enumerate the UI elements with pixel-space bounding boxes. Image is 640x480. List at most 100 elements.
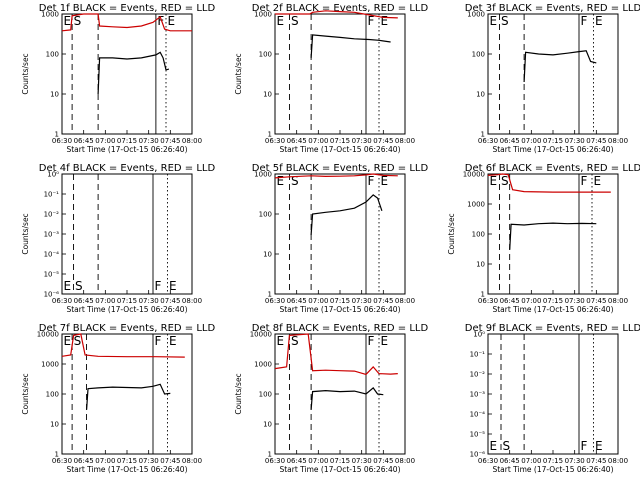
series-line-events [86, 383, 171, 410]
x-tick-label: 07:00 [95, 137, 115, 145]
marker-label: S [74, 334, 82, 348]
x-tick-label: 07:30 [565, 137, 585, 145]
x-tick-label: 08:00 [395, 297, 415, 305]
x-tick-label: 06:45 [287, 297, 307, 305]
x-tick-label: 06:30 [478, 457, 498, 465]
y-tick-label: 10 [476, 91, 485, 99]
y-tick-label: 10⁻² [470, 371, 486, 379]
y-tick-label: 10000 [463, 171, 485, 179]
marker-label: S [501, 174, 509, 188]
y-axis-label: Counts/sec [21, 53, 30, 94]
plot-panel-6: Det 6f BLACK = Events, RED = LLD 06:30 06:… [447, 163, 640, 314]
y-tick-label: 1000 [254, 11, 272, 19]
plot-panel-2: Det 2f BLACK = Events, RED = LLD 06:30 06:… [234, 3, 428, 154]
y-tick-label: 10⁻⁵ [470, 431, 486, 439]
y-tick-label: 1 [55, 451, 59, 459]
marker-label: F [581, 439, 588, 453]
x-tick-label: 07:15 [543, 457, 563, 465]
x-tick-label: 06:45 [500, 297, 520, 305]
x-tick-label: 07:30 [139, 297, 159, 305]
x-tick-label: 07:00 [521, 297, 541, 305]
x-tick-label: 06:45 [500, 457, 520, 465]
series-line-lld [61, 13, 192, 32]
marker-label: F [581, 174, 588, 188]
plot-title: Det 5f BLACK = Events, RED = LLD [252, 163, 429, 174]
x-tick-label: 08:00 [182, 457, 202, 465]
marker-label: F [155, 279, 162, 293]
marker-label: E [169, 279, 177, 293]
x-tick-label: 06:45 [74, 297, 94, 305]
series-line-events [97, 51, 170, 95]
marker-label: E [64, 14, 72, 28]
y-tick-label: 10000 [37, 331, 59, 339]
marker-label: E [169, 334, 177, 348]
x-tick-label: 07:45 [586, 457, 606, 465]
marker-label: E [594, 174, 602, 188]
y-tick-label: 100 [46, 391, 59, 399]
x-tick-label: 06:30 [265, 137, 285, 145]
plot-title: Det 8f BLACK = Events, RED = LLD [252, 323, 429, 334]
marker-label: E [490, 174, 498, 188]
x-tick-label: 07:15 [330, 457, 350, 465]
marker-label: E [490, 14, 498, 28]
marker-label: E [277, 334, 285, 348]
y-tick-label: 1 [481, 291, 485, 299]
marker-label: E [277, 174, 285, 188]
x-tick-label: 07:30 [352, 137, 372, 145]
x-tick-label: 06:45 [287, 137, 307, 145]
x-tick-label: 06:30 [265, 297, 285, 305]
y-tick-label: 1000 [467, 201, 485, 209]
marker-label: E [64, 279, 72, 293]
x-tick-label: 06:45 [500, 137, 520, 145]
y-tick-label: 10⁻⁴ [44, 251, 60, 259]
marker-label: S [291, 334, 299, 348]
plot-panel-4: Det 4f BLACK = Events, RED = LLD 06:30 06:… [21, 163, 215, 314]
y-tick-label: 10⁻⁶ [44, 291, 60, 299]
x-tick-label: 07:00 [308, 297, 328, 305]
x-tick-label: 07:30 [565, 457, 585, 465]
x-tick-label: 08:00 [608, 457, 628, 465]
y-tick-label: 10 [263, 91, 272, 99]
x-tick-label: 07:15 [117, 457, 137, 465]
y-tick-label: 10⁻⁶ [470, 451, 486, 459]
plot-frame [487, 333, 619, 455]
x-axis-label: Start Time (17-Oct-15 06:26:40) [279, 465, 400, 474]
x-tick-label: 07:00 [521, 137, 541, 145]
marker-label: F [581, 14, 588, 28]
y-tick-label: 100 [259, 391, 272, 399]
y-tick-label: 10 [476, 261, 485, 269]
plot-frame [274, 173, 406, 295]
plot-panel-1: Det 1f BLACK = Events, RED = LLD 06:30 06:… [21, 3, 215, 154]
plot-title: Det 3f BLACK = Events, RED = LLD [465, 3, 640, 14]
y-tick-label: 1 [268, 131, 272, 139]
x-axis-label: Start Time (17-Oct-15 06:26:40) [492, 145, 613, 154]
x-tick-label: 07:45 [586, 137, 606, 145]
x-tick-label: 06:30 [52, 297, 72, 305]
marker-label: S [74, 14, 82, 28]
series-line-lld [275, 10, 398, 19]
plot-panel-5: Det 5f BLACK = Events, RED = LLD 06:30 06:… [252, 163, 429, 314]
series-line-events [509, 222, 597, 250]
marker-label: S [291, 174, 299, 188]
plot-panel-9: Det 9f BLACK = Events, RED = LLD 06:30 06:… [465, 323, 640, 474]
marker-label: E [595, 14, 603, 28]
x-tick-label: 07:00 [308, 137, 328, 145]
x-tick-label: 06:45 [74, 137, 94, 145]
marker-label: E [595, 439, 603, 453]
y-tick-label: 10⁻¹ [470, 351, 486, 359]
y-tick-label: 10⁻⁴ [470, 411, 486, 419]
marker-label: E [64, 334, 72, 348]
plot-frame [487, 13, 619, 135]
y-tick-label: 100 [46, 51, 59, 59]
marker-label: S [291, 14, 299, 28]
x-tick-label: 07:45 [373, 137, 393, 145]
plot-title: Det 2f BLACK = Events, RED = LLD [252, 3, 429, 14]
y-tick-label: 1 [268, 451, 272, 459]
x-tick-label: 07:15 [543, 137, 563, 145]
x-tick-label: 07:45 [160, 297, 180, 305]
x-tick-label: 08:00 [395, 457, 415, 465]
plot-panel-3: Det 3f BLACK = Events, RED = LLD 06:30 06:… [465, 3, 640, 154]
plot-panel-8: Det 8f BLACK = Events, RED = LLD 06:30 06:… [234, 323, 428, 474]
